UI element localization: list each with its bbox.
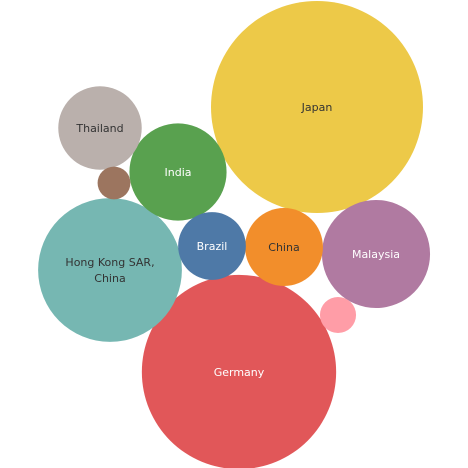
bubble-circle-china[interactable] <box>245 208 323 286</box>
bubble-circle-germany[interactable] <box>141 274 337 468</box>
bubble-thailand[interactable]: Thailand <box>58 86 142 170</box>
bubble-brazil[interactable]: Brazil <box>178 212 246 280</box>
bubble-label-thailand: Thailand <box>75 122 123 135</box>
bubble-circle-unlabeled-pink[interactable] <box>319 296 357 334</box>
bubble-japan[interactable]: Japan <box>211 1 423 213</box>
bubble-label-line: Germany <box>214 366 265 379</box>
bubble-label-line: Thailand <box>75 122 123 135</box>
bubble-label-malaysia: Malaysia <box>352 248 400 261</box>
bubble-label-germany: Germany <box>214 366 265 379</box>
bubble-unlabeled-brown[interactable] <box>97 166 131 200</box>
bubble-label-line: China <box>268 241 299 254</box>
bubble-label-line: Hong Kong SAR, <box>65 256 154 269</box>
bubble-germany[interactable]: Germany <box>141 274 337 468</box>
bubble-label-line: Brazil <box>197 240 228 253</box>
bubble-label-india: India <box>165 166 192 179</box>
bubble-circle-unlabeled-brown[interactable] <box>97 166 131 200</box>
bubble-circle-thailand[interactable] <box>58 86 142 170</box>
bubble-malaysia[interactable]: Malaysia <box>321 199 431 309</box>
bubble-label-line: Malaysia <box>352 248 400 261</box>
bubble-label-brazil: Brazil <box>197 240 228 253</box>
bubble-circle-malaysia[interactable] <box>321 199 431 309</box>
bubble-china[interactable]: China <box>245 208 323 286</box>
bubble-circle-india[interactable] <box>129 123 227 221</box>
bubble-circle-brazil[interactable] <box>178 212 246 280</box>
bubble-label-line: India <box>165 166 192 179</box>
bubble-label-japan: Japan <box>301 101 333 114</box>
bubble-unlabeled-pink[interactable] <box>319 296 357 334</box>
bubble-label-china: China <box>268 241 299 254</box>
bubble-hong-kong[interactable]: Hong Kong SAR, China <box>38 198 182 342</box>
bubble-circle-hong-kong[interactable] <box>38 198 182 342</box>
bubble-label-line: China <box>94 272 125 285</box>
bubble-label-line: Japan <box>301 101 333 114</box>
bubble-label-hong-kong: Hong Kong SAR, China <box>65 256 154 285</box>
bubble-india[interactable]: India <box>129 123 227 221</box>
bubble-circle-japan[interactable] <box>211 1 423 213</box>
